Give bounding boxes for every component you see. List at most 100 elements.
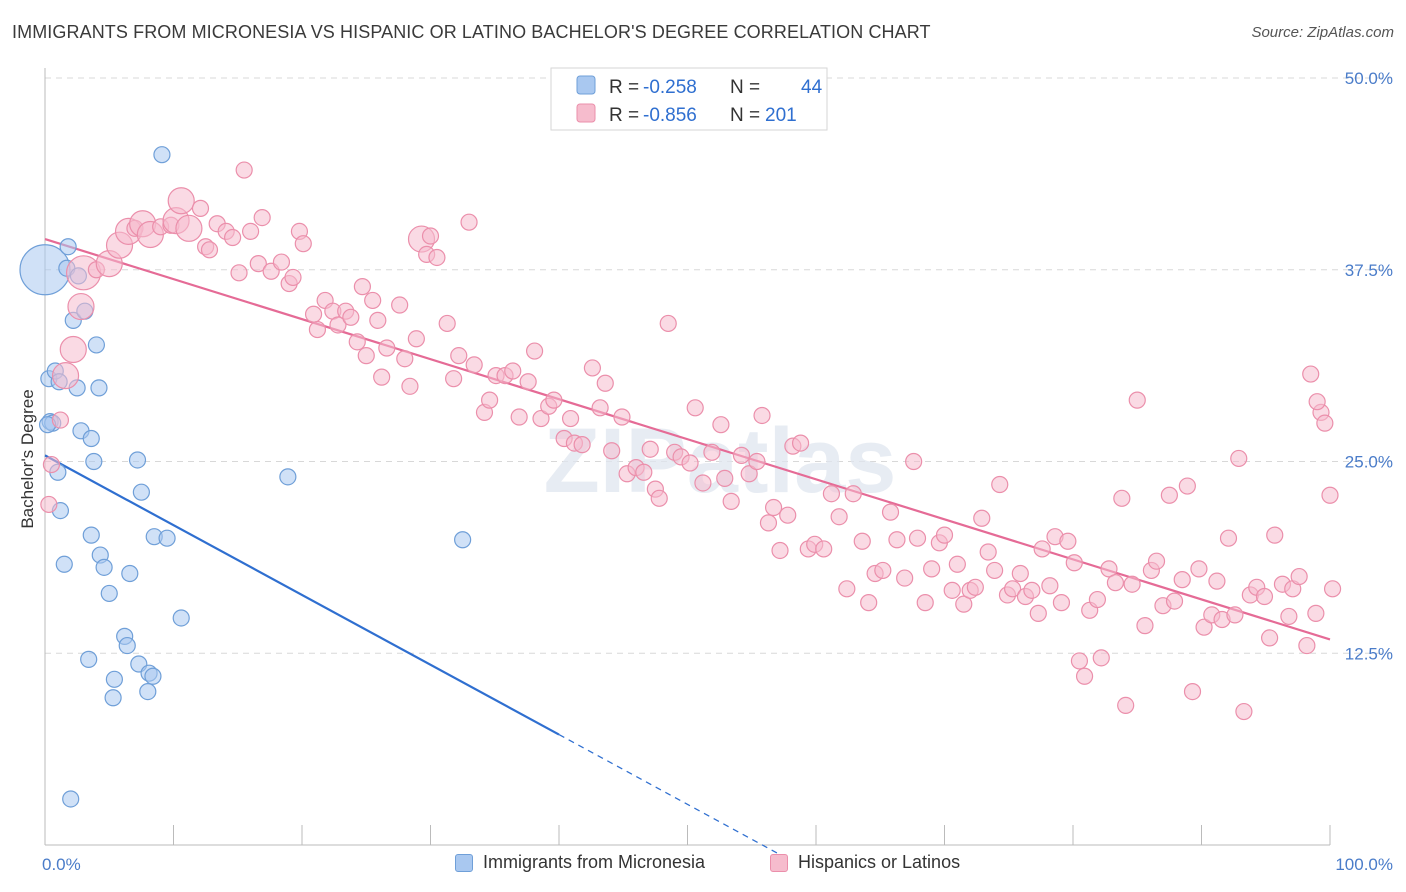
legend-swatch-hispanic [576, 103, 596, 123]
hispanic-point [401, 377, 419, 395]
hispanic-point [659, 314, 677, 333]
micronesia-point [128, 451, 147, 469]
hispanic-point [881, 503, 900, 521]
micronesia-point [139, 682, 157, 701]
hispanic-point [1290, 567, 1308, 586]
micronesia-point [454, 531, 472, 549]
micronesia-point [172, 609, 190, 627]
trend-layer [44, 238, 1331, 854]
hispanic-point [253, 208, 271, 227]
hispanic-point [979, 543, 997, 561]
hispanic-point [421, 227, 440, 245]
hispanic-point [450, 347, 468, 365]
hispanic-point [791, 434, 810, 452]
micronesia-point [80, 650, 98, 668]
hispanic-point [249, 255, 267, 273]
hispanic-point [1092, 649, 1110, 667]
hispanic-point [329, 316, 347, 334]
y-tick-label: 12.5% [1345, 644, 1393, 663]
hispanic-point [284, 268, 302, 287]
hispanic-point [1029, 604, 1047, 622]
hispanic-point [545, 391, 563, 409]
micronesia-point [118, 636, 136, 655]
hispanic-point [764, 498, 783, 517]
legend-label-hispanic: Hispanics or Latinos [798, 852, 961, 872]
hispanic-point [51, 361, 80, 390]
micronesia-point [279, 468, 297, 486]
hispanic-point [364, 291, 382, 310]
hispanic-point [1128, 391, 1146, 409]
legend-item-micronesia[interactable]: Immigrants from Micronesia [455, 852, 705, 873]
hispanic-point [167, 187, 195, 215]
hispanic-point [561, 409, 580, 428]
hispanic-point [1070, 652, 1089, 670]
hispanic-point [391, 296, 409, 314]
legend-item-hispanic[interactable]: Hispanics or Latinos [770, 852, 960, 873]
hispanic-point [1308, 393, 1326, 411]
legend-n-value-2: 201 [765, 105, 797, 126]
hispanic-point [635, 463, 653, 481]
hispanic-point [908, 529, 927, 547]
hispanic-point [896, 569, 914, 587]
hispanic-point [1298, 636, 1316, 655]
legend-swatch-micronesia [576, 75, 596, 95]
micronesia-point [104, 689, 122, 707]
chart-title: IMMIGRANTS FROM MICRONESIA VS HISPANIC O… [12, 22, 931, 42]
hispanic-point [1255, 587, 1274, 606]
hispanic-point [230, 264, 248, 282]
hispanic-point [1147, 552, 1166, 570]
hispanic-point [838, 580, 856, 598]
micronesia-point [55, 555, 73, 573]
micronesia-point [105, 670, 123, 688]
hispanic-point [1235, 702, 1253, 721]
hispanic-point [1261, 629, 1279, 647]
hispanic-point [1117, 696, 1135, 715]
micronesia-point [85, 452, 103, 471]
micronesia-trendline-extension [558, 734, 778, 854]
micronesia-point [144, 667, 162, 685]
micronesia-point [95, 558, 113, 576]
hispanic-point [888, 531, 906, 549]
hispanic-point [1059, 532, 1077, 550]
hispanic-point [1123, 575, 1141, 593]
hispanic-point [948, 555, 966, 573]
hispanic-point [603, 442, 621, 460]
hispanic-point [716, 469, 734, 487]
hispanic-point [40, 495, 58, 514]
hispanic-point [235, 161, 253, 179]
x-tick-label: 100.0% [1335, 855, 1393, 874]
micronesia-point [87, 336, 106, 354]
hispanic-point [1307, 604, 1325, 622]
legend-label-micronesia: Immigrants from Micronesia [483, 852, 706, 872]
hispanic-point [748, 452, 766, 471]
legend-r-label-1: R = [609, 77, 639, 98]
hispanic-point [532, 409, 550, 428]
hispanic-point [641, 440, 659, 458]
hispanic-point [759, 514, 778, 532]
hispanic-point [860, 594, 878, 612]
hispanic-point [1195, 618, 1213, 636]
hispanic-point [694, 474, 712, 492]
hispanic-point [1280, 607, 1298, 626]
hispanic-point [42, 455, 61, 474]
hispanic-point [1219, 529, 1238, 547]
hispanic-point [353, 278, 371, 296]
hispanic-point [396, 350, 414, 368]
legend-top: R = -0.258 N = 44 R = -0.856 N = 201 [550, 67, 828, 131]
hispanic-point [369, 311, 387, 329]
hispanic-point [1183, 682, 1202, 701]
legend-swatch-hispanic-bottom [770, 853, 788, 872]
hispanic-point [1321, 486, 1339, 504]
legend-n-label-1: N = [730, 77, 760, 98]
micronesia-point [82, 526, 100, 544]
hispanic-point [378, 339, 396, 357]
hispanic-point [650, 489, 668, 507]
hispanic-point [681, 454, 699, 472]
hispanic-point [822, 485, 841, 503]
y-tick-label: 25.0% [1345, 453, 1393, 472]
hispanic-point [1100, 560, 1118, 578]
hispanic-point [815, 540, 833, 558]
hispanic-point [175, 214, 203, 242]
hispanic-point [67, 292, 95, 321]
